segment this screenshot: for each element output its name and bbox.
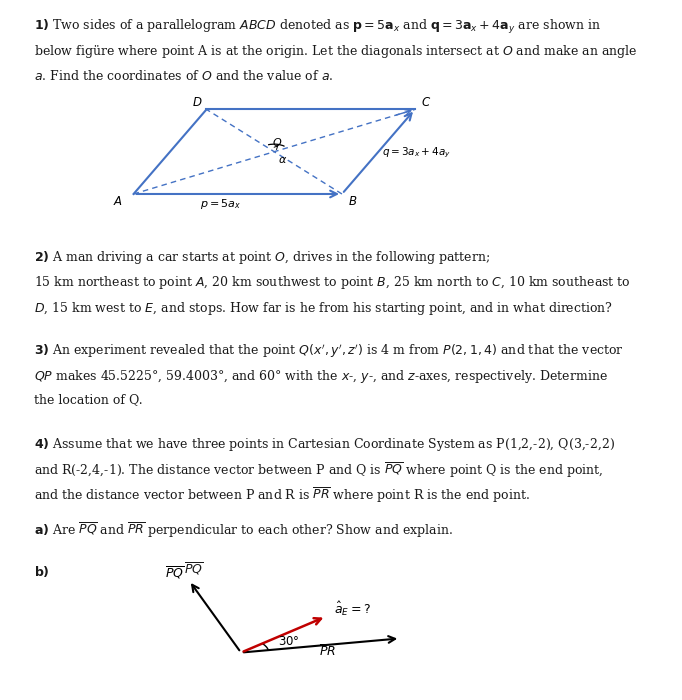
Text: $q = 3a_x + 4a_y$: $q = 3a_x + 4a_y$ bbox=[381, 146, 451, 160]
Text: $\hat{a}_E = ?$: $\hat{a}_E = ?$ bbox=[334, 600, 371, 618]
Text: $30°$: $30°$ bbox=[278, 636, 299, 648]
Text: $QP$ makes 45.5225°, 59.4003°, and 60° with the $x$-, $y$-, and $z$-axes, respec: $QP$ makes 45.5225°, 59.4003°, and 60° w… bbox=[34, 368, 608, 384]
Text: and the distance vector between P and R is $\overline{PR}$ where point R is the : and the distance vector between P and R … bbox=[34, 486, 530, 505]
Text: the location of Q.: the location of Q. bbox=[34, 393, 143, 406]
Text: below figüre where point A is at the origin. Let the diagonals intersect at $O$ : below figüre where point A is at the ori… bbox=[34, 43, 638, 60]
Text: $\mathbf{b)}$: $\mathbf{b)}$ bbox=[34, 564, 50, 579]
Text: $p = 5a_x$: $p = 5a_x$ bbox=[201, 197, 241, 211]
Text: $\overline{PQ}$: $\overline{PQ}$ bbox=[184, 561, 203, 578]
Text: $A$: $A$ bbox=[113, 195, 123, 208]
Text: and R(-2,4,-1). The distance vector between P and Q is $\overline{PQ}$ where poi: and R(-2,4,-1). The distance vector betw… bbox=[34, 461, 604, 480]
Text: $B$: $B$ bbox=[349, 195, 357, 208]
Text: $\mathbf{a)}$ Are $\overline{PQ}$ and $\overline{PR}$ perpendicular to each othe: $\mathbf{a)}$ Are $\overline{PQ}$ and $\… bbox=[34, 522, 453, 540]
Text: $O$: $O$ bbox=[272, 136, 282, 148]
Text: $\alpha$: $\alpha$ bbox=[278, 155, 288, 164]
Text: $\mathbf{1)}$ Two sides of a parallelogram $ABCD$ denoted as $\mathbf{p} = 5\mat: $\mathbf{1)}$ Two sides of a parallelogr… bbox=[34, 18, 601, 36]
Text: $\overline{PQ}$: $\overline{PQ}$ bbox=[165, 565, 184, 581]
Text: $D$: $D$ bbox=[192, 96, 203, 109]
Text: $D$, 15 km west to $E$, and stops. How far is he from his starting point, and in: $D$, 15 km west to $E$, and stops. How f… bbox=[34, 300, 613, 316]
Text: $\overline{PR}$: $\overline{PR}$ bbox=[319, 643, 338, 659]
Text: $C$: $C$ bbox=[421, 96, 431, 109]
Text: $\mathbf{4)}$ Assume that we have three points in Cartesian Coordinate System as: $\mathbf{4)}$ Assume that we have three … bbox=[34, 435, 615, 453]
Text: $a$. Find the coordinates of $O$ and the value of $a$.: $a$. Find the coordinates of $O$ and the… bbox=[34, 69, 333, 83]
Text: $\mathbf{2)}$ A man driving a car starts at point $O$, drives in the following p: $\mathbf{2)}$ A man driving a car starts… bbox=[34, 249, 490, 266]
Text: 15 km northeast to point $A$, 20 km southwest to point $B$, 25 km north to $C$, : 15 km northeast to point $A$, 20 km sout… bbox=[34, 274, 631, 291]
Text: $\mathbf{3)}$ An experiment revealed that the point $Q(x', y', z')$ is 4 m from : $\mathbf{3)}$ An experiment revealed tha… bbox=[34, 342, 624, 360]
